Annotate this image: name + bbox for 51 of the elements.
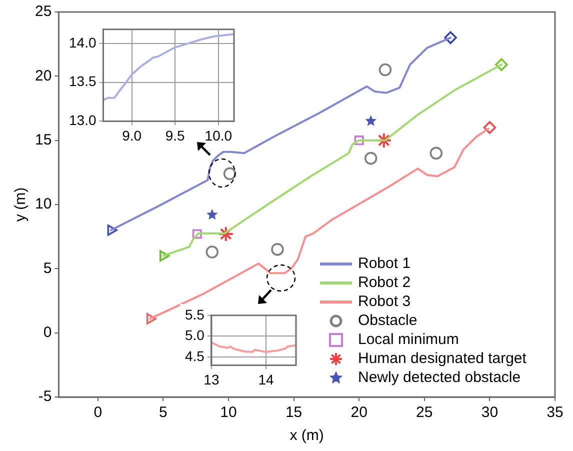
y-tick-label: 4.5	[184, 348, 205, 364]
point	[160, 250, 170, 262]
point	[483, 121, 496, 134]
legend-label: Newly detected obstacle	[358, 368, 521, 387]
point	[444, 31, 457, 44]
y-tick-label: 13.5	[69, 73, 96, 90]
x-tick-label: 25	[416, 404, 433, 422]
x-tick-label: 9.5	[165, 127, 186, 144]
y-tick-label: 10	[34, 196, 52, 213]
x-tick-label: 13	[204, 371, 220, 388]
point	[218, 226, 234, 242]
x-tick-label: 9.0	[122, 127, 142, 144]
point	[430, 146, 443, 160]
point	[107, 224, 118, 236]
x-tick-label: 14	[258, 371, 274, 388]
point	[354, 136, 364, 146]
x-tick-label: 5	[159, 404, 168, 422]
y-tick-label: 5	[43, 260, 52, 277]
legend-label: Robot 3	[358, 292, 411, 311]
y-tick-label: 14.0	[69, 34, 96, 50]
y-tick-label: -5	[38, 388, 52, 406]
x-axis-title: x (m)	[290, 427, 324, 444]
point	[206, 246, 219, 258]
point	[206, 208, 218, 220]
point	[376, 132, 392, 148]
y-axis-title: y (m)	[12, 187, 30, 222]
legend-label: Human designated target	[358, 349, 526, 368]
point	[365, 115, 377, 126]
y-tick-label: 13.0	[69, 112, 96, 128]
point	[192, 229, 202, 239]
y-tick-label: 0	[43, 324, 52, 341]
point	[495, 58, 508, 72]
legend-label: Robot 2	[358, 273, 411, 292]
y-tick-label: 5.5	[184, 306, 205, 322]
y-tick-label: 25	[34, 3, 52, 20]
y-tick-label: 20	[34, 67, 52, 84]
legend-label: Robot 1	[358, 254, 411, 273]
x-tick-label: 20	[350, 404, 368, 422]
point	[378, 63, 392, 76]
point	[364, 152, 378, 165]
x-tick-label: 10.0	[204, 127, 232, 144]
x-tick-label: 30	[481, 404, 498, 422]
point	[223, 167, 236, 180]
point	[146, 313, 157, 324]
legend-label: Obstacle	[358, 311, 418, 330]
y-tick-label: 5.0	[184, 327, 205, 344]
point	[271, 243, 284, 256]
legend-label: Local minimum	[358, 330, 459, 349]
x-tick-label: 15	[285, 404, 302, 422]
x-tick-label: 35	[546, 404, 564, 422]
x-tick-label: 10	[220, 404, 237, 422]
